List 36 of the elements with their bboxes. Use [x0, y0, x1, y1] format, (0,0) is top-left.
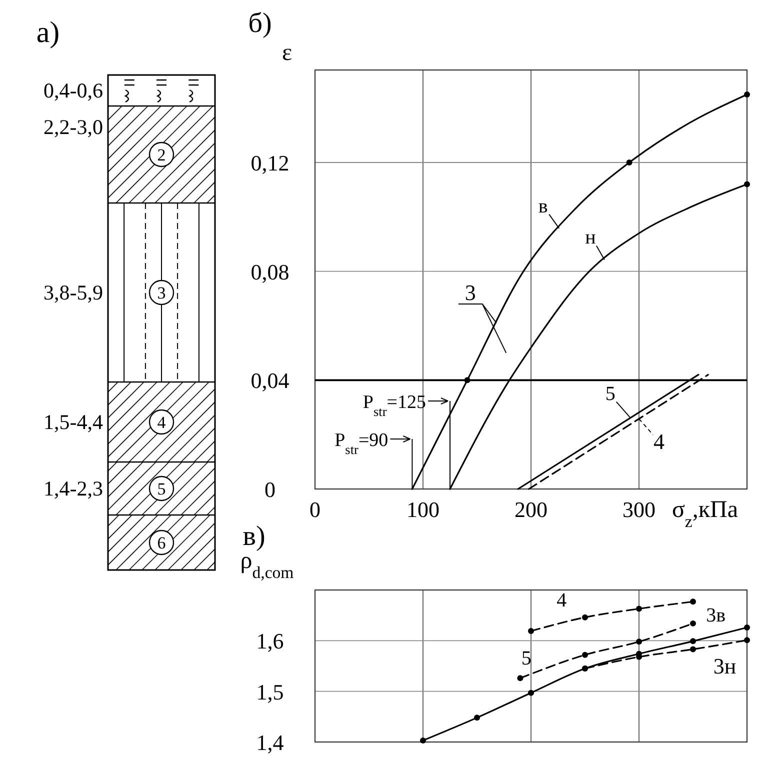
series-label: н [585, 226, 596, 249]
x-tick-label: 100 [406, 497, 440, 522]
x-tick-label: 200 [514, 497, 548, 522]
text: 0,4-0,6 [44, 78, 103, 102]
series-label: 3в [706, 604, 726, 627]
y-tick-label: 1,4 [256, 730, 284, 755]
text: 5 [157, 480, 166, 498]
text: 2 [157, 146, 166, 164]
annotation: 3 [464, 280, 476, 305]
series-label: 5 [605, 382, 616, 405]
y-tick-label: 1,5 [256, 679, 284, 704]
x-tick-label: 0 [310, 497, 320, 522]
x-tick-label: 300 [622, 497, 656, 522]
series-label: 3н [713, 653, 736, 678]
chart-title: в) [242, 521, 266, 552]
text: 3,8-5,9 [44, 280, 103, 304]
y-axis-title: ε [282, 40, 292, 66]
y-tick-label: 0,12 [250, 150, 290, 176]
y-tick-label: 0,08 [250, 259, 290, 284]
text: 2,2-3,0 [44, 115, 103, 139]
text: 1,4-2,3 [44, 476, 103, 500]
series-label: 5 [521, 647, 532, 670]
x-axis-title: σ$_{z}$,кПа [672, 497, 738, 530]
text: 6 [157, 534, 166, 552]
text: а) [36, 16, 60, 49]
series-label: 4 [556, 590, 567, 612]
y-tick-label: 0,04 [250, 368, 290, 394]
text: 4 [157, 413, 166, 432]
series-label: 4 [654, 428, 664, 454]
ref-line-label: P$_{str}$=90 [334, 430, 388, 456]
text: 1,5-4,4 [44, 410, 104, 434]
y-tick-label: 1,6 [256, 628, 284, 654]
text: 3 [157, 284, 166, 302]
y-tick-label: 0 [264, 477, 276, 502]
series-label: в [538, 195, 548, 218]
chart-title: б) [248, 8, 272, 39]
